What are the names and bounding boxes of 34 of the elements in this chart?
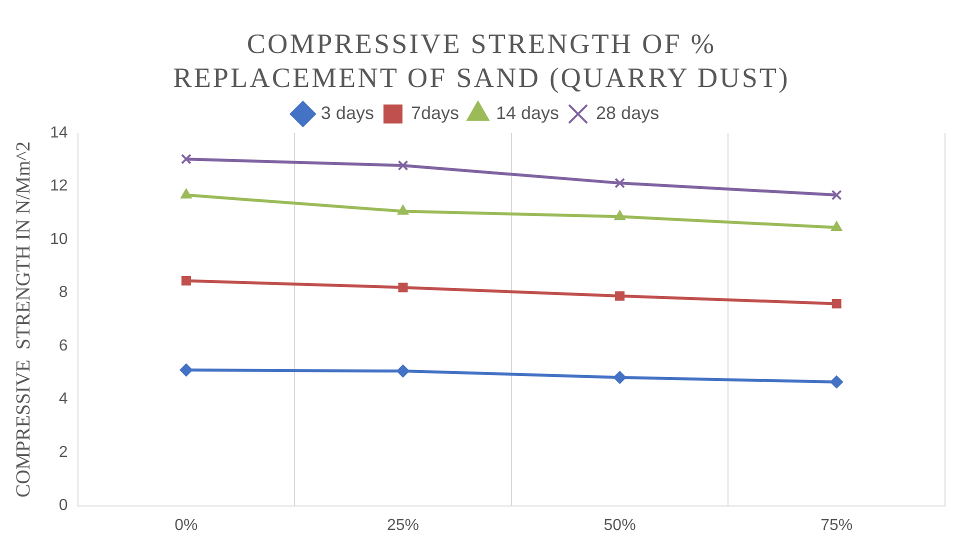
- point: [398, 282, 408, 292]
- y-tick-label: 0: [58, 497, 68, 514]
- point: [180, 364, 193, 377]
- chart-title: COMPRESSIVE STRENGTH OF % REPLACEMENT OF SAND (QUARRY DUST): [172, 28, 791, 96]
- point: [831, 190, 842, 200]
- y-tick-label: 12: [50, 178, 68, 195]
- point: [614, 178, 626, 188]
- y-tick-label: 2: [58, 444, 68, 462]
- point: [832, 299, 842, 309]
- y-axis-title: COMPRESSIVE STRENGTH IN N/Mm^2: [12, 142, 34, 498]
- point: [396, 364, 410, 378]
- point: [180, 188, 192, 199]
- point: [180, 154, 192, 165]
- y-tick-label: 8: [58, 284, 68, 302]
- x-tick-label: 75%: [820, 516, 853, 534]
- x-tick-label: 50%: [604, 516, 636, 534]
- legend-label: 3 days: [320, 103, 374, 124]
- y-tick-label: 6: [58, 338, 68, 355]
- point: [397, 204, 409, 215]
- point: [181, 276, 191, 286]
- x-tick-label: 0%: [174, 516, 198, 534]
- x-tick-label: 25%: [386, 516, 420, 534]
- point: [614, 210, 626, 220]
- y-tick-label: 4: [58, 390, 68, 408]
- point: [830, 221, 842, 232]
- legend-label: 7days: [410, 103, 460, 124]
- y-tick-label: 10: [50, 231, 68, 248]
- point: [613, 371, 626, 384]
- point: [615, 291, 625, 301]
- y-tick-label: 14: [50, 124, 68, 142]
- legend-label: 28 days: [596, 103, 660, 124]
- legend-label: 14 days: [496, 103, 560, 124]
- point: [398, 160, 408, 171]
- point: [830, 376, 844, 389]
